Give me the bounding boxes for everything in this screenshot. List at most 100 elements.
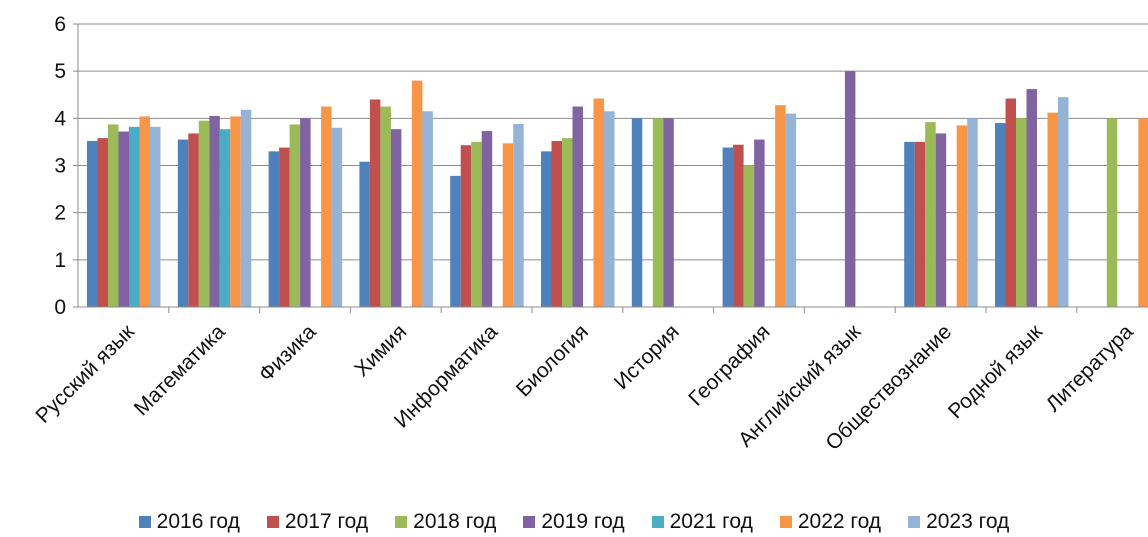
bar	[279, 147, 290, 307]
bar	[450, 175, 461, 307]
bar	[1005, 98, 1016, 307]
bar	[97, 138, 108, 307]
bar	[785, 113, 797, 307]
bar	[198, 120, 210, 307]
bar	[551, 140, 562, 307]
bar	[1026, 89, 1037, 307]
x-tick-label: Литература	[1042, 320, 1138, 416]
bar	[471, 141, 482, 307]
legend-swatch	[266, 516, 279, 528]
x-tick-label: Русский язык	[31, 320, 139, 428]
legend-label: 2019 год	[541, 510, 625, 533]
bar	[562, 138, 573, 307]
bar	[775, 105, 786, 307]
bar	[219, 129, 231, 307]
y-tick-label: 1	[54, 249, 66, 272]
bar	[422, 111, 433, 307]
bar	[300, 118, 311, 307]
legend-item: 2017 год	[266, 510, 369, 534]
bar	[150, 126, 161, 307]
bar	[411, 80, 423, 307]
bar	[209, 115, 220, 307]
bar	[1106, 118, 1118, 307]
bar	[390, 129, 402, 307]
axes	[73, 23, 1148, 313]
legend-swatch	[779, 516, 792, 528]
x-tick-label: Родной язык	[944, 320, 1048, 424]
y-tick-label: 6	[54, 13, 66, 36]
bar	[289, 124, 301, 307]
bar	[129, 126, 140, 307]
bar	[995, 123, 1006, 307]
bar	[743, 165, 755, 307]
legend-item: 2016 год	[138, 510, 240, 534]
y-tick-label: 2	[54, 202, 66, 225]
legend-item: 2023 год	[908, 510, 1009, 534]
bar	[1058, 97, 1069, 307]
bar	[663, 118, 674, 307]
legend-item: 2022 год	[779, 510, 882, 534]
bar	[108, 124, 119, 307]
bar	[935, 133, 947, 307]
y-tick-label: 0	[54, 296, 66, 319]
bar	[481, 131, 493, 307]
bar	[722, 147, 734, 307]
bar	[177, 139, 189, 307]
bar	[331, 127, 343, 308]
legend-item: 2021 год	[651, 510, 753, 534]
legend-item: 2019 год	[523, 510, 625, 534]
bar	[593, 98, 604, 307]
bar	[733, 144, 744, 307]
bar	[240, 109, 252, 308]
x-tick-label: География	[684, 320, 774, 410]
bar	[904, 141, 915, 307]
legend: 2016 год 2017 год 2018 год 2019 год 2021 год…	[0, 508, 1148, 536]
x-tick-label: Физика	[254, 320, 320, 386]
bar	[844, 71, 856, 308]
bar	[118, 131, 129, 307]
bar	[188, 133, 199, 307]
bar	[380, 106, 391, 308]
bar	[956, 125, 968, 308]
legend-swatch	[138, 516, 151, 528]
legend-label: 2023 год	[926, 510, 1010, 533]
y-tick-label: 3	[54, 155, 66, 178]
bar	[502, 143, 514, 307]
legend-swatch	[651, 516, 664, 528]
legend-label: 2021 год	[669, 510, 753, 533]
bar	[230, 116, 241, 308]
bar	[604, 111, 615, 307]
bar	[1138, 118, 1148, 307]
bar	[1016, 118, 1027, 307]
x-tick-label: Математика	[130, 320, 230, 420]
bar	[754, 139, 765, 307]
legend-label: 2022 год	[797, 510, 882, 533]
legend-item: 2018 год	[395, 510, 496, 534]
bar	[1047, 112, 1058, 307]
legend-label: 2016 год	[156, 510, 240, 533]
bar	[139, 116, 150, 308]
bar	[914, 141, 926, 307]
bar	[572, 106, 583, 308]
x-tick-label: История	[610, 320, 684, 394]
bar	[925, 122, 936, 308]
bar	[369, 99, 381, 307]
x-tick-label: Биология	[512, 320, 593, 401]
bar	[460, 145, 472, 307]
bar	[631, 118, 643, 307]
bar	[541, 151, 552, 307]
bar	[359, 161, 370, 307]
legend-label: 2017 год	[284, 510, 369, 533]
legend-swatch	[395, 516, 408, 528]
x-tick-label: Химия	[350, 320, 411, 381]
y-tick-label: 5	[54, 60, 66, 83]
legend-label: 2018 год	[413, 510, 497, 533]
bar	[967, 118, 978, 307]
bars	[87, 71, 1148, 308]
bar	[321, 106, 332, 308]
y-tick-labels: 0 1 2 3 4 5 6	[54, 13, 66, 319]
y-tick-label: 4	[54, 107, 66, 130]
bar	[652, 118, 664, 307]
